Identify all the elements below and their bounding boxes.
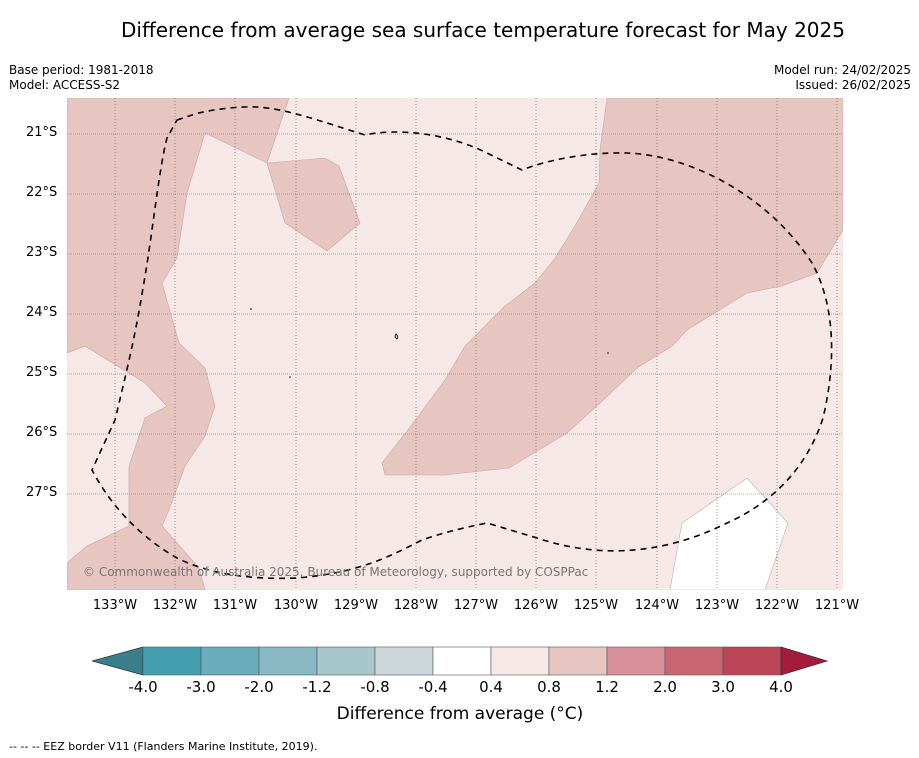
latitude-label: 26°S [26, 425, 58, 440]
colorbar-cell [374, 646, 434, 676]
latitude-label: 24°S [26, 305, 58, 320]
colorbar-tick-label: 2.0 [653, 678, 677, 696]
colorbar-tick-label: 4.0 [769, 678, 793, 696]
colorbar-cell [316, 646, 376, 676]
colorbar-tick-label: 3.0 [711, 678, 735, 696]
longitude-label: 128°W [393, 598, 439, 613]
colorbar-cell [258, 646, 318, 676]
colorbar-tick-label: -1.2 [302, 678, 332, 696]
warm-region-north-patch [266, 157, 361, 252]
neutral-region-south-east [669, 477, 789, 590]
latitude-label: 27°S [26, 485, 58, 500]
colorbar-tick-label: -0.8 [360, 678, 390, 696]
latitude-label: 23°S [26, 245, 58, 260]
longitude-label: 123°W [694, 598, 740, 613]
longitude-label: 121°W [814, 598, 860, 613]
colorbar-cell [606, 646, 666, 676]
colorbar-tick-label: -4.0 [128, 678, 158, 696]
colorbar-under-arrow [92, 646, 144, 676]
longitude-label: 129°W [333, 598, 379, 613]
longitude-label: 132°W [152, 598, 198, 613]
colorbar-label: Difference from average (°C) [336, 704, 584, 724]
eez-legend: -- -- -- EEZ border V11 (Flanders Marine… [9, 740, 318, 753]
colorbar-cell [200, 646, 260, 676]
latitude-label: 25°S [26, 365, 58, 380]
colorbar-tick-label: -3.0 [186, 678, 216, 696]
longitude-label: 127°W [453, 598, 499, 613]
island-mark [394, 333, 399, 340]
colorbar-over-arrow [780, 646, 828, 676]
colorbar-cell [432, 646, 492, 676]
longitude-label: 133°W [92, 598, 138, 613]
longitude-label: 131°W [212, 598, 258, 613]
model-name: Model: ACCESS-S2 [9, 78, 121, 92]
sst-anomaly-map: © Commonwealth of Australia 2025, Bureau… [67, 98, 843, 590]
colorbar-cell [722, 646, 782, 676]
colorbar-tick-label: 1.2 [595, 678, 619, 696]
warm-region-west [67, 98, 290, 590]
longitude-label: 130°W [273, 598, 319, 613]
eez-border [91, 106, 833, 580]
colorbar-cell [142, 646, 202, 676]
colorbar-cell [664, 646, 724, 676]
copyright-text: © Commonwealth of Australia 2025, Bureau… [83, 565, 589, 579]
colorbar-cell [490, 646, 550, 676]
meta-right: Model run: 24/02/2025 Issued: 26/02/2025 [774, 63, 911, 93]
colorbar-tick-label: -0.4 [418, 678, 448, 696]
model-run: Model run: 24/02/2025 [773, 63, 911, 77]
longitude-label: 124°W [634, 598, 680, 613]
colorbar-tick-label: 0.8 [537, 678, 561, 696]
longitude-label: 122°W [754, 598, 800, 613]
chart-title: Difference from average sea surface temp… [121, 18, 845, 42]
colorbar-tick-label: -2.0 [244, 678, 274, 696]
colorbar-cell [548, 646, 608, 676]
issued-date: Issued: 26/02/2025 [795, 78, 911, 92]
longitude-label: 125°W [573, 598, 619, 613]
warm-region-central [381, 98, 843, 476]
latitude-label: 22°S [26, 185, 58, 200]
base-period: Base period: 1981-2018 [9, 63, 154, 77]
meta-left: Base period: 1981-2018 Model: ACCESS-S2 [9, 63, 154, 93]
latitude-label: 21°S [26, 125, 58, 140]
colorbar [92, 646, 828, 676]
colorbar-tick-label: 0.4 [479, 678, 503, 696]
longitude-label: 126°W [513, 598, 559, 613]
